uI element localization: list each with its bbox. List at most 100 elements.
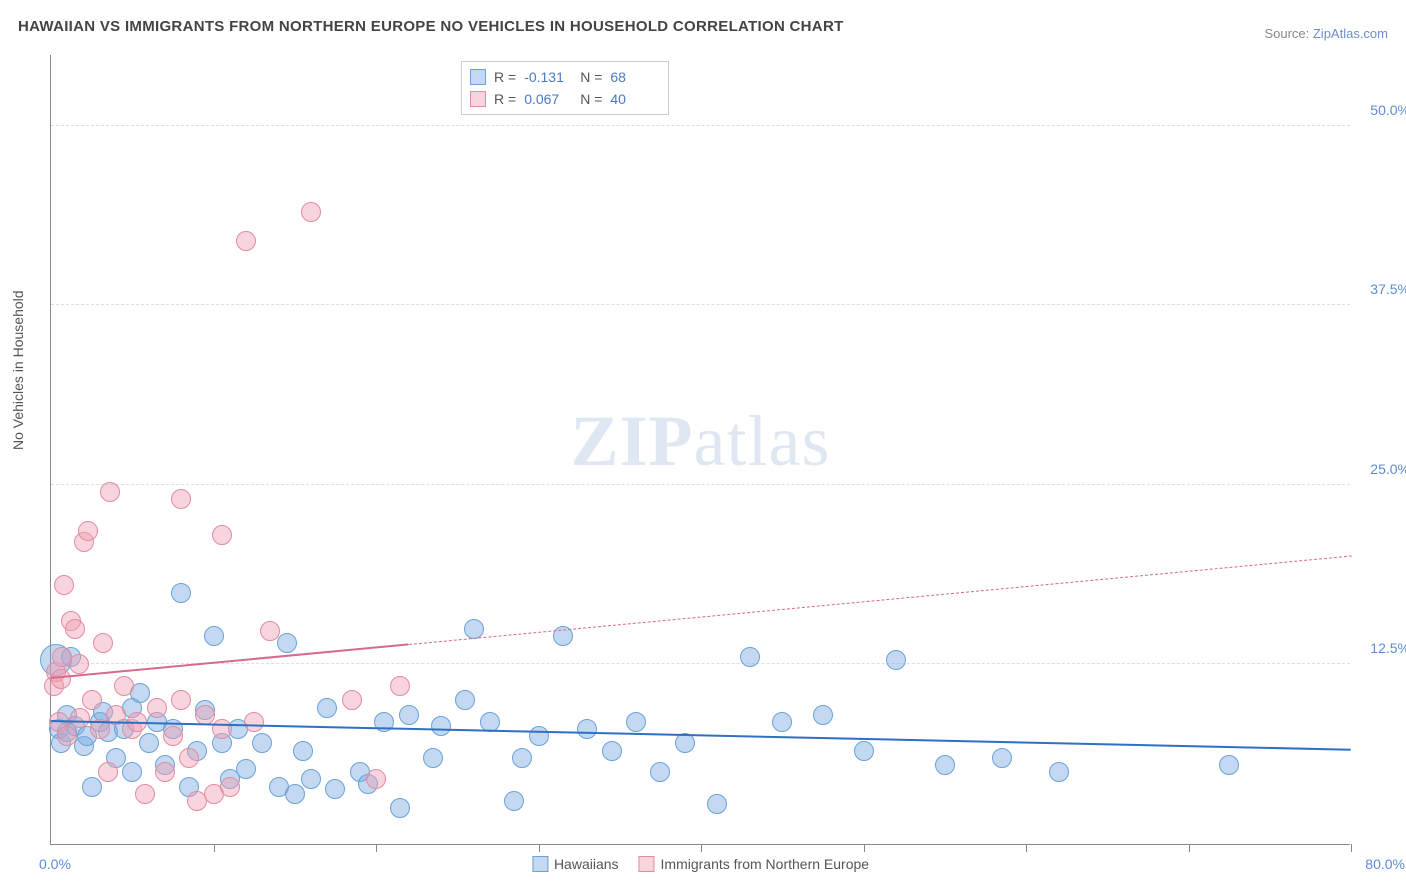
data-point [772, 712, 792, 732]
data-point [212, 719, 232, 739]
data-point [82, 777, 102, 797]
x-tick [214, 844, 215, 852]
legend-swatch [470, 91, 486, 107]
legend-item: Immigrants from Northern Europe [639, 856, 870, 872]
data-point [626, 712, 646, 732]
data-point [65, 619, 85, 639]
x-tick [1026, 844, 1027, 852]
data-point [512, 748, 532, 768]
source-link[interactable]: ZipAtlas.com [1313, 26, 1388, 41]
data-point [301, 202, 321, 222]
data-point [51, 669, 71, 689]
x-tick [1189, 844, 1190, 852]
gridline [51, 484, 1350, 485]
data-point [390, 676, 410, 696]
data-point [464, 619, 484, 639]
data-point [317, 698, 337, 718]
data-point [1219, 755, 1239, 775]
y-tick-label: 25.0% [1355, 461, 1406, 477]
data-point [577, 719, 597, 739]
trend-line [51, 720, 1351, 751]
data-point [139, 733, 159, 753]
data-point [431, 716, 451, 736]
data-point [244, 712, 264, 732]
data-point [171, 690, 191, 710]
data-point [69, 654, 89, 674]
gridline [51, 304, 1350, 305]
data-point [98, 762, 118, 782]
data-point [342, 690, 362, 710]
data-point [78, 521, 98, 541]
data-point [171, 583, 191, 603]
data-point [204, 626, 224, 646]
data-point [602, 741, 622, 761]
trend-line [408, 556, 1351, 646]
legend-swatch [639, 856, 655, 872]
data-point [992, 748, 1012, 768]
r-value: 0.067 [524, 91, 572, 107]
data-point [236, 759, 256, 779]
gridline [51, 125, 1350, 126]
data-point [57, 726, 77, 746]
gridline [51, 663, 1350, 664]
data-point [707, 794, 727, 814]
x-tick [539, 844, 540, 852]
data-point [366, 769, 386, 789]
data-point [54, 575, 74, 595]
data-point [423, 748, 443, 768]
legend-swatch [470, 69, 486, 85]
chart-title: HAWAIIAN VS IMMIGRANTS FROM NORTHERN EUR… [18, 18, 844, 35]
data-point [293, 741, 313, 761]
data-point [504, 791, 524, 811]
watermark: ZIPatlas [571, 400, 831, 483]
n-value: 68 [610, 69, 658, 85]
y-tick-label: 37.5% [1355, 281, 1406, 297]
x-tick [701, 844, 702, 852]
data-point [260, 621, 280, 641]
legend-label: Hawaiians [554, 856, 619, 872]
data-point [854, 741, 874, 761]
data-point [171, 489, 191, 509]
y-tick-label: 12.5% [1355, 640, 1406, 656]
data-point [285, 784, 305, 804]
chart-container: HAWAIIAN VS IMMIGRANTS FROM NORTHERN EUR… [0, 0, 1406, 892]
data-point [100, 482, 120, 502]
data-point [277, 633, 297, 653]
plot-area: ZIPatlas R =-0.131N =68R =0.067N =40 0.0… [50, 55, 1350, 845]
stats-row: R =0.067N =40 [470, 88, 658, 110]
data-point [147, 698, 167, 718]
data-point [886, 650, 906, 670]
y-axis-label: No Vehicles in Household [10, 290, 26, 450]
x-tick [376, 844, 377, 852]
data-point [179, 748, 199, 768]
x-tick [864, 844, 865, 852]
data-point [252, 733, 272, 753]
data-point [236, 231, 256, 251]
data-point [740, 647, 760, 667]
r-value: -0.131 [524, 69, 572, 85]
stats-row: R =-0.131N =68 [470, 66, 658, 88]
data-point [93, 633, 113, 653]
x-tick [1351, 844, 1352, 852]
data-point [195, 705, 215, 725]
source-label: Source: ZipAtlas.com [1264, 26, 1388, 41]
data-point [325, 779, 345, 799]
data-point [813, 705, 833, 725]
data-point [390, 798, 410, 818]
bottom-legend: Hawaiians Immigrants from Northern Europe [532, 856, 869, 872]
n-value: 40 [610, 91, 658, 107]
data-point [1049, 762, 1069, 782]
data-point [135, 784, 155, 804]
data-point [212, 525, 232, 545]
data-point [220, 777, 240, 797]
legend-label: Immigrants from Northern Europe [661, 856, 870, 872]
data-point [399, 705, 419, 725]
data-point [675, 733, 695, 753]
legend-swatch [532, 856, 548, 872]
y-tick-label: 50.0% [1355, 102, 1406, 118]
data-point [455, 690, 475, 710]
x-max-label: 80.0% [1365, 856, 1405, 872]
data-point [529, 726, 549, 746]
data-point [122, 762, 142, 782]
legend-item: Hawaiians [532, 856, 619, 872]
